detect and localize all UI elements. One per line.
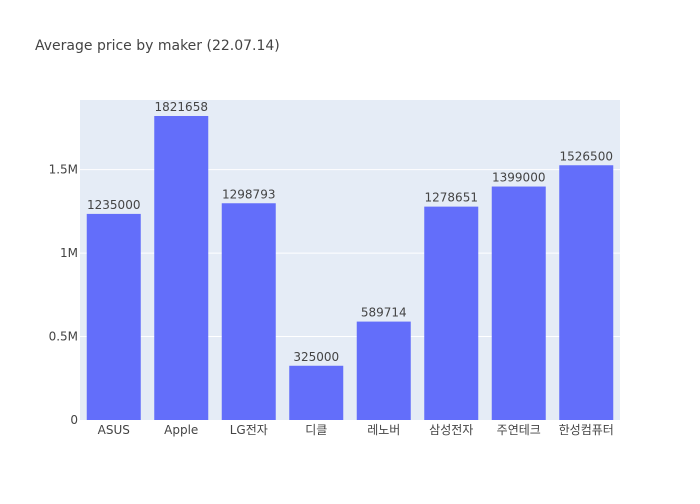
data-label: 589714 [361, 306, 407, 320]
y-axis-ticks: 0 0.5M 1M 1.5M [49, 163, 78, 427]
data-label: 325000 [293, 350, 339, 364]
x-tick-label: 한성컴퓨터 [559, 423, 614, 437]
chart-title: Average price by maker (22.07.14) [35, 38, 280, 54]
data-label: 1526500 [560, 149, 613, 163]
bar[interactable] [491, 186, 546, 420]
bars [86, 116, 614, 421]
x-tick-label: LG전자 [230, 423, 268, 437]
y-tick-label: 1.5M [49, 163, 78, 177]
data-label: 1399000 [492, 171, 545, 185]
bar[interactable] [86, 213, 141, 420]
bar[interactable] [221, 203, 276, 420]
y-tick-label: 1M [60, 246, 78, 260]
bar[interactable] [424, 206, 479, 420]
bar[interactable] [559, 165, 614, 420]
x-tick-label: 삼성전자 [429, 423, 473, 437]
y-tick-label: 0.5M [49, 330, 78, 344]
bar[interactable] [289, 365, 344, 420]
x-tick-label: 주연테크 [497, 423, 541, 437]
x-tick-label: Apple [164, 423, 198, 437]
bar[interactable] [154, 116, 209, 421]
data-labels: 1235000 1821658 1298793 325000 589714 1278651… [87, 100, 613, 364]
data-label: 1298793 [222, 187, 275, 201]
x-axis-ticks: ASUS Apple LG전자 디클 레노버 삼성전자 주연테크 한성컴퓨터 [98, 423, 614, 437]
data-label: 1235000 [87, 198, 140, 212]
x-tick-label: 레노버 [367, 423, 400, 437]
data-label: 1821658 [155, 100, 208, 114]
y-tick-label: 0 [70, 413, 78, 427]
bar[interactable] [356, 321, 411, 420]
x-tick-label: 디클 [305, 423, 327, 437]
data-label: 1278651 [425, 191, 478, 205]
x-tick-label: ASUS [98, 423, 130, 437]
